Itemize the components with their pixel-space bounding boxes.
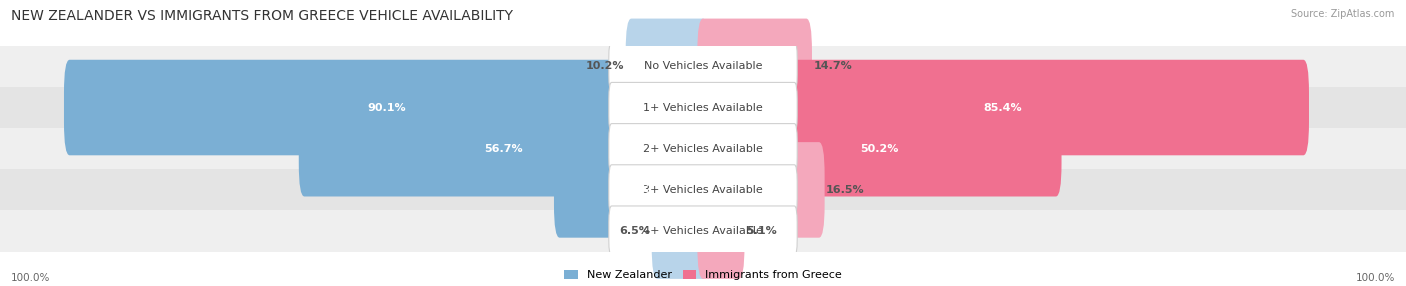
Text: 5.1%: 5.1% xyxy=(747,226,776,236)
Text: NEW ZEALANDER VS IMMIGRANTS FROM GREECE VEHICLE AVAILABILITY: NEW ZEALANDER VS IMMIGRANTS FROM GREECE … xyxy=(11,9,513,23)
Text: 100.0%: 100.0% xyxy=(1355,273,1395,283)
Text: 14.7%: 14.7% xyxy=(813,61,852,71)
FancyBboxPatch shape xyxy=(554,142,709,238)
Bar xyxy=(0,169,1406,210)
Text: 1+ Vehicles Available: 1+ Vehicles Available xyxy=(643,103,763,112)
FancyBboxPatch shape xyxy=(609,124,797,174)
Bar xyxy=(0,210,1406,252)
FancyBboxPatch shape xyxy=(697,142,824,238)
FancyBboxPatch shape xyxy=(609,82,797,133)
Text: Source: ZipAtlas.com: Source: ZipAtlas.com xyxy=(1291,9,1395,19)
FancyBboxPatch shape xyxy=(697,183,745,279)
FancyBboxPatch shape xyxy=(652,183,709,279)
Text: 85.4%: 85.4% xyxy=(984,103,1022,112)
Text: 50.2%: 50.2% xyxy=(860,144,898,154)
Text: 100.0%: 100.0% xyxy=(11,273,51,283)
FancyBboxPatch shape xyxy=(609,41,797,92)
Text: 10.2%: 10.2% xyxy=(586,61,624,71)
FancyBboxPatch shape xyxy=(609,165,797,215)
Text: 3+ Vehicles Available: 3+ Vehicles Available xyxy=(643,185,763,195)
Text: 4+ Vehicles Available: 4+ Vehicles Available xyxy=(643,226,763,236)
Text: 6.5%: 6.5% xyxy=(620,226,650,236)
Text: 90.1%: 90.1% xyxy=(367,103,405,112)
FancyBboxPatch shape xyxy=(697,60,1309,155)
Text: 20.4%: 20.4% xyxy=(612,185,651,195)
Text: 56.7%: 56.7% xyxy=(485,144,523,154)
FancyBboxPatch shape xyxy=(697,19,813,114)
FancyBboxPatch shape xyxy=(609,206,797,256)
Text: 2+ Vehicles Available: 2+ Vehicles Available xyxy=(643,144,763,154)
FancyBboxPatch shape xyxy=(697,101,1062,196)
Bar xyxy=(0,87,1406,128)
Text: 16.5%: 16.5% xyxy=(827,185,865,195)
Bar xyxy=(0,128,1406,169)
Text: No Vehicles Available: No Vehicles Available xyxy=(644,61,762,71)
FancyBboxPatch shape xyxy=(298,101,709,196)
FancyBboxPatch shape xyxy=(65,60,709,155)
Legend: New Zealander, Immigrants from Greece: New Zealander, Immigrants from Greece xyxy=(564,270,842,281)
Bar xyxy=(0,46,1406,87)
FancyBboxPatch shape xyxy=(626,19,709,114)
